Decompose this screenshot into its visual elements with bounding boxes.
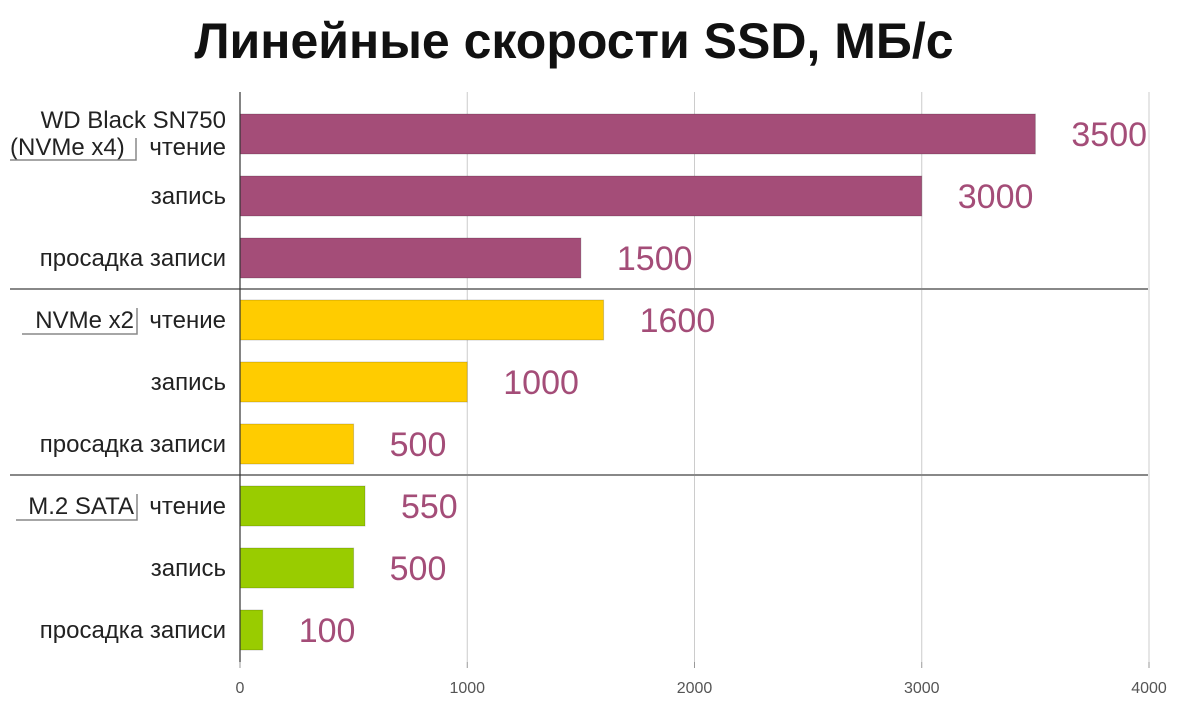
category-label: просадка записи [40, 245, 226, 272]
category-label: просадка записи [40, 431, 226, 458]
value-labels: 3500 3000 1500 1600 1000 500 550 500 100 [299, 116, 1147, 650]
group-separators [10, 288, 1148, 476]
bars [239, 113, 1036, 651]
bar [239, 175, 923, 217]
x-tick-label: 3000 [904, 680, 940, 697]
data-label: 100 [299, 612, 356, 650]
bar [239, 299, 605, 341]
category-label: запись [151, 369, 226, 396]
x-axis-ticks: 0 1000 2000 3000 4000 [236, 662, 1167, 697]
data-label: 3000 [958, 178, 1034, 216]
bar [239, 113, 1036, 155]
x-tick-label: 0 [236, 680, 245, 697]
bar [239, 361, 468, 403]
data-label: 550 [401, 488, 458, 526]
data-label: 500 [390, 426, 447, 464]
bar [239, 609, 264, 651]
group-bracket [10, 138, 137, 161]
category-label: чтение [149, 134, 226, 161]
group-label: M.2 SATA [28, 493, 134, 520]
bar [239, 485, 366, 527]
group-bracket [22, 308, 138, 335]
group-label: (NVMe x4) [10, 134, 125, 161]
bar [239, 547, 355, 589]
category-label: чтение [149, 493, 226, 520]
bar [239, 423, 355, 465]
data-label: 1500 [617, 240, 693, 278]
category-label: просадка записи [40, 617, 226, 644]
chart-title: Линейные скорости SSD, МБ/с [194, 13, 953, 69]
data-label: 500 [390, 550, 447, 588]
group-label: WD Black SN750 [41, 107, 226, 134]
data-label: 1000 [503, 364, 579, 402]
category-label: запись [151, 183, 226, 210]
x-tick-label: 4000 [1131, 680, 1167, 697]
data-label: 1600 [640, 302, 716, 340]
group-label: NVMe x2 [35, 307, 134, 334]
data-label: 3500 [1071, 116, 1147, 154]
x-tick-label: 2000 [677, 680, 713, 697]
category-label: чтение [149, 307, 226, 334]
group-bracket [16, 494, 138, 521]
x-tick-label: 1000 [449, 680, 485, 697]
bar [239, 237, 582, 279]
category-label: запись [151, 555, 226, 582]
